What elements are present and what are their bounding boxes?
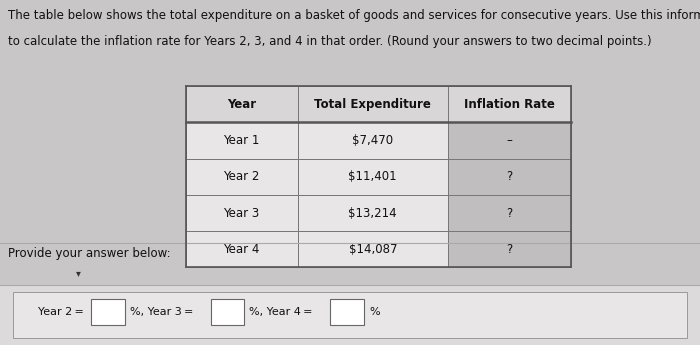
Text: Provide your answer below:: Provide your answer below: <box>8 247 171 260</box>
Text: Year 1: Year 1 <box>223 134 260 147</box>
Text: Year 4: Year 4 <box>223 243 260 256</box>
Bar <box>0 285 700 345</box>
FancyBboxPatch shape <box>13 292 687 338</box>
Bar <box>298 159 448 195</box>
Text: Year 2: Year 2 <box>223 170 260 183</box>
Bar <box>448 195 570 231</box>
Text: $14,087: $14,087 <box>349 243 397 256</box>
Text: to calculate the inflation rate for Years 2, 3, and 4 in that order. (Round your: to calculate the inflation rate for Year… <box>8 34 652 48</box>
Text: ?: ? <box>506 170 512 183</box>
Text: ?: ? <box>506 243 512 256</box>
Text: ▾: ▾ <box>76 268 80 278</box>
Text: Year 2 =: Year 2 = <box>38 307 87 317</box>
Bar <box>186 195 298 231</box>
Bar <box>298 122 448 159</box>
Text: %: % <box>369 307 379 317</box>
Text: Year: Year <box>227 98 256 111</box>
Bar <box>186 86 298 122</box>
Text: $13,214: $13,214 <box>349 207 397 219</box>
Text: Inflation Rate: Inflation Rate <box>464 98 554 111</box>
Text: Year 3: Year 3 <box>223 207 260 219</box>
Bar <box>298 86 448 122</box>
Text: $11,401: $11,401 <box>349 170 397 183</box>
Text: ?: ? <box>506 207 512 219</box>
Bar <box>186 122 298 159</box>
Bar <box>448 122 570 159</box>
Bar <box>298 231 448 267</box>
Text: %, Year 3 =: %, Year 3 = <box>130 307 195 317</box>
Bar <box>186 231 298 267</box>
Bar <box>448 231 570 267</box>
Text: Total Expenditure: Total Expenditure <box>314 98 431 111</box>
Bar <box>298 195 448 231</box>
Bar <box>448 86 570 122</box>
Text: %, Year 4 =: %, Year 4 = <box>249 307 315 317</box>
Text: The table below shows the total expenditure on a basket of goods and services fo: The table below shows the total expendit… <box>8 9 700 22</box>
Text: $7,470: $7,470 <box>352 134 393 147</box>
Text: –: – <box>506 134 512 147</box>
Bar <box>330 299 364 325</box>
Bar <box>448 159 570 195</box>
Bar <box>91 299 125 325</box>
Bar <box>186 159 298 195</box>
Bar <box>211 299 244 325</box>
